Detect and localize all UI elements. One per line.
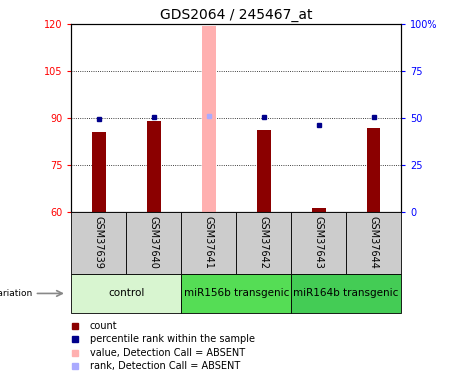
Bar bbox=[202, 26, 216, 212]
Text: rank, Detection Call = ABSENT: rank, Detection Call = ABSENT bbox=[89, 361, 240, 371]
Text: miR164b transgenic: miR164b transgenic bbox=[294, 288, 399, 298]
Bar bbox=[71, 212, 126, 274]
Text: count: count bbox=[89, 321, 117, 331]
Bar bbox=[71, 274, 181, 313]
Bar bbox=[291, 212, 346, 274]
Title: GDS2064 / 245467_at: GDS2064 / 245467_at bbox=[160, 8, 313, 22]
Text: value, Detection Call = ABSENT: value, Detection Call = ABSENT bbox=[89, 348, 245, 358]
Bar bbox=[126, 212, 181, 274]
Text: control: control bbox=[108, 288, 145, 298]
Text: percentile rank within the sample: percentile rank within the sample bbox=[89, 334, 254, 344]
Bar bbox=[181, 274, 291, 313]
Text: GSM37641: GSM37641 bbox=[204, 216, 214, 269]
Text: GSM37642: GSM37642 bbox=[259, 216, 269, 269]
Bar bbox=[92, 132, 106, 212]
Bar bbox=[346, 212, 401, 274]
Text: GSM37644: GSM37644 bbox=[369, 216, 378, 269]
Text: GSM37640: GSM37640 bbox=[149, 216, 159, 269]
Bar bbox=[257, 130, 271, 212]
Bar bbox=[147, 121, 161, 212]
Bar bbox=[312, 208, 325, 212]
Bar bbox=[367, 128, 380, 212]
Text: miR156b transgenic: miR156b transgenic bbox=[183, 288, 289, 298]
Text: genotype/variation: genotype/variation bbox=[0, 289, 32, 298]
Bar bbox=[291, 274, 401, 313]
Text: GSM37643: GSM37643 bbox=[313, 216, 324, 269]
Bar bbox=[181, 212, 236, 274]
Bar bbox=[236, 212, 291, 274]
Text: GSM37639: GSM37639 bbox=[94, 216, 104, 269]
